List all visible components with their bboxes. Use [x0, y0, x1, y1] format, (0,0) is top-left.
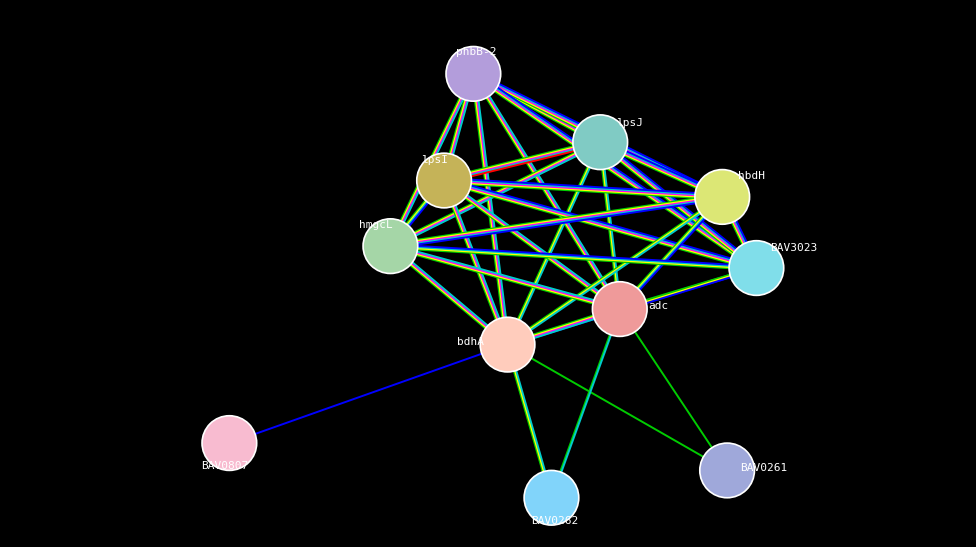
- Ellipse shape: [202, 416, 257, 470]
- Text: adc: adc: [649, 301, 669, 311]
- Ellipse shape: [524, 470, 579, 525]
- Text: BAV0807: BAV0807: [201, 461, 248, 471]
- Text: BAV3023: BAV3023: [770, 243, 817, 253]
- Ellipse shape: [729, 241, 784, 295]
- Text: BAV0261: BAV0261: [741, 463, 788, 473]
- Ellipse shape: [695, 170, 750, 224]
- Ellipse shape: [417, 153, 471, 208]
- Text: bdhA: bdhA: [457, 337, 484, 347]
- Text: lpsI: lpsI: [421, 155, 448, 165]
- Text: hbdH: hbdH: [738, 171, 765, 181]
- Text: phbB-2: phbB-2: [456, 47, 497, 57]
- Ellipse shape: [363, 219, 418, 274]
- Text: hmgcL: hmgcL: [359, 220, 392, 230]
- Ellipse shape: [480, 317, 535, 372]
- Text: lpsJ: lpsJ: [616, 118, 643, 127]
- Ellipse shape: [573, 115, 628, 170]
- Ellipse shape: [700, 443, 754, 498]
- Ellipse shape: [592, 282, 647, 336]
- Text: BAV0262: BAV0262: [531, 516, 578, 526]
- Ellipse shape: [446, 46, 501, 101]
